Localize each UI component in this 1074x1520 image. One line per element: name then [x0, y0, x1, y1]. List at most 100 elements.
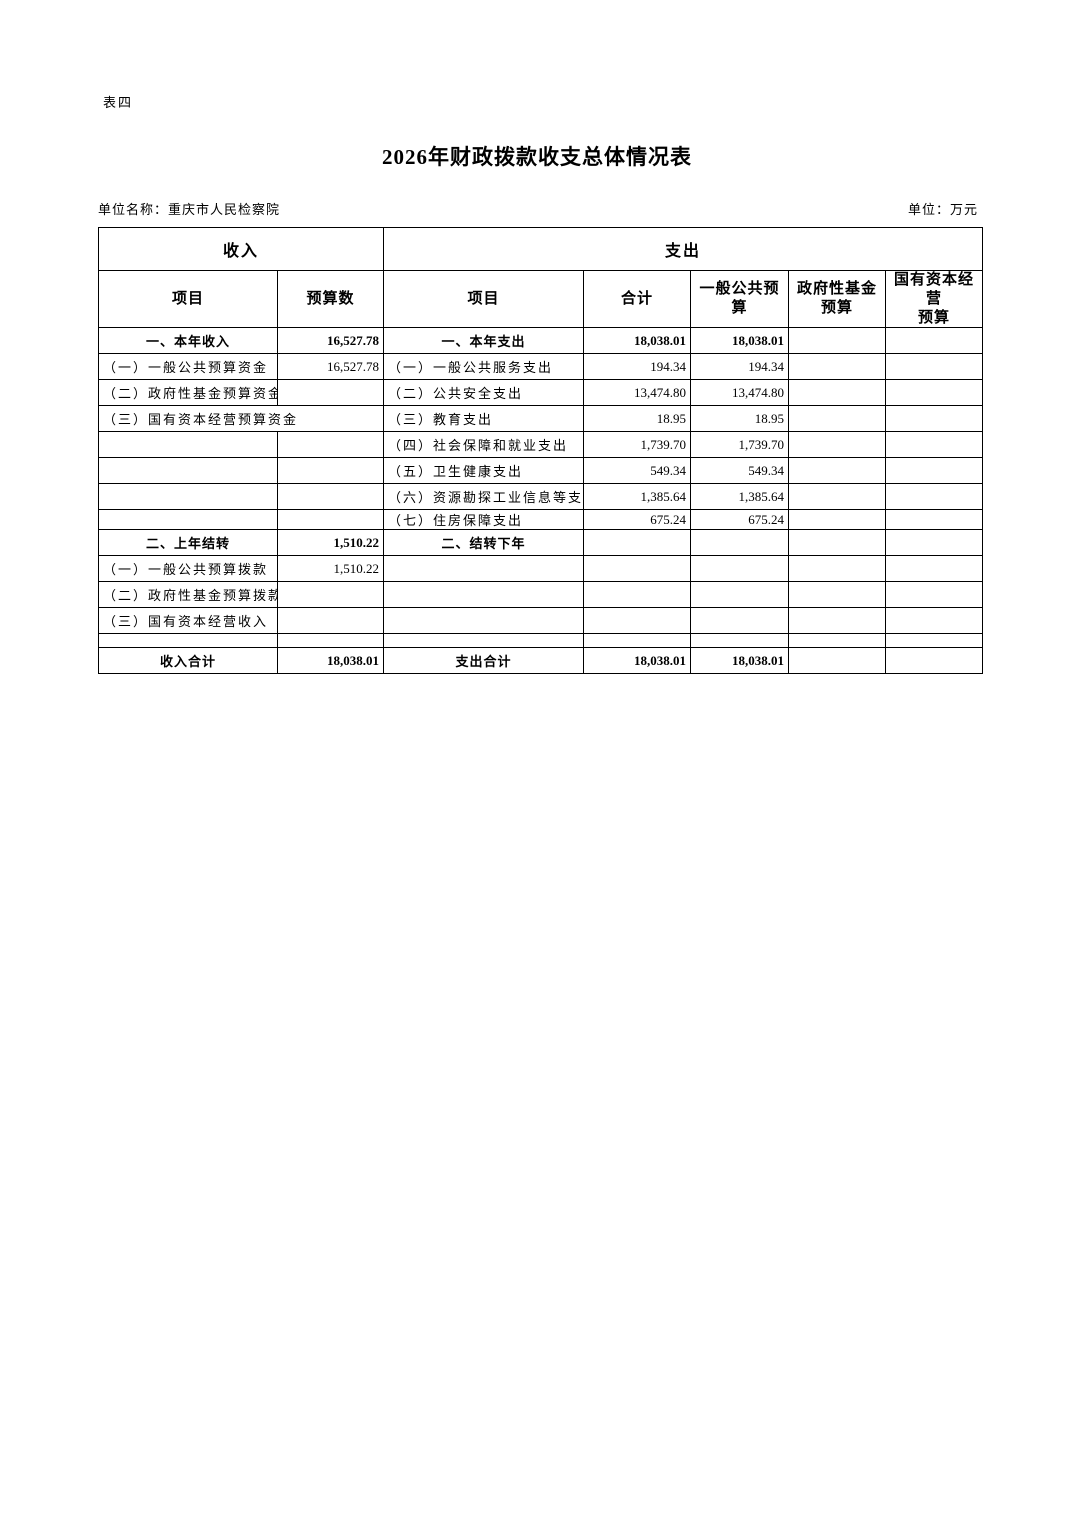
income-budget-cell	[276, 431, 385, 459]
gov-fund-budget-cell	[788, 607, 887, 635]
expense-item-cell: （三）教育支出	[383, 405, 585, 433]
expense-item-cell	[383, 607, 585, 635]
column-header-row: 项目 预算数 项目 合计 一般公共预 算 政府性基金 预算 国有资本经营 预算	[98, 269, 984, 329]
state-capital-budget-cell	[885, 353, 984, 381]
expense-total-cell: 1,385.64	[583, 483, 692, 511]
income-budget-cell	[276, 581, 385, 609]
income-item-cell: （一）一般公共预算拨款	[98, 555, 278, 583]
table-row: （五）卫生健康支出 549.34 549.34	[98, 457, 984, 485]
gov-fund-budget-cell	[788, 353, 887, 381]
general-public-budget-cell	[690, 555, 790, 583]
general-public-budget-cell: 13,474.80	[690, 379, 790, 407]
general-public-budget-cell	[690, 633, 790, 649]
income-item-cell: （一）一般公共预算资金	[98, 353, 278, 381]
table-row: 二、上年结转 1,510.22 二、结转下年	[98, 529, 984, 557]
income-budget-cell: 18,038.01	[276, 647, 385, 675]
state-capital-budget-cell	[885, 509, 984, 531]
expense-item-cell: 一、本年支出	[383, 327, 585, 355]
state-capital-budget-cell	[885, 581, 984, 609]
expense-item-cell: （一）一般公共服务支出	[383, 353, 585, 381]
col-header-income-item: 项目	[98, 269, 278, 329]
income-budget-cell	[276, 379, 385, 407]
expense-total-cell	[583, 633, 692, 649]
income-budget-cell: 1,510.22	[276, 529, 385, 557]
table-row: （一）一般公共预算拨款 1,510.22	[98, 555, 984, 583]
table-row	[98, 633, 984, 649]
table-row: （一）一般公共预算资金 16,527.78 （一）一般公共服务支出 194.34…	[98, 353, 984, 381]
income-item-cell: 收入合计	[98, 647, 278, 675]
table-row: 收入合计 18,038.01 支出合计 18,038.01 18,038.01	[98, 647, 984, 675]
col-header-expense-total: 合计	[583, 269, 692, 329]
expense-total-cell	[583, 529, 692, 557]
state-capital-budget-cell	[885, 483, 984, 511]
income-budget-cell: 16,527.78	[276, 327, 385, 355]
income-item-cell: （三）国有资本经营收入	[98, 607, 278, 635]
state-capital-budget-cell	[885, 405, 984, 433]
expense-item-cell: （二）公共安全支出	[383, 379, 585, 407]
state-capital-budget-cell	[885, 379, 984, 407]
expense-total-cell: 1,739.70	[583, 431, 692, 459]
general-public-budget-cell: 1,739.70	[690, 431, 790, 459]
general-public-budget-cell	[690, 529, 790, 557]
state-capital-budget-cell	[885, 607, 984, 635]
general-public-budget-cell: 1,385.64	[690, 483, 790, 511]
gov-fund-budget-cell	[788, 633, 887, 649]
table-row: 一、本年收入 16,527.78 一、本年支出 18,038.01 18,038…	[98, 327, 984, 355]
expense-item-cell	[383, 633, 585, 649]
expense-total-cell: 18.95	[583, 405, 692, 433]
income-item-cell	[98, 483, 278, 511]
table-row: （六）资源勘探工业信息等支出 1,385.64 1,385.64	[98, 483, 984, 511]
gov-fund-budget-cell	[788, 555, 887, 583]
meta-row: 单位名称：重庆市人民检察院 单位：万元	[98, 199, 978, 218]
income-item-cell: （二）政府性基金预算资金	[98, 379, 278, 407]
unit-label: 单位：万元	[907, 202, 978, 217]
income-item-cell	[98, 431, 278, 459]
expense-item-cell: （五）卫生健康支出	[383, 457, 585, 485]
table-row: （二）政府性基金预算拨款	[98, 581, 984, 609]
income-budget-cell: 1,510.22	[276, 555, 385, 583]
state-capital-budget-cell	[885, 327, 984, 355]
general-public-budget-cell: 194.34	[690, 353, 790, 381]
expense-total-cell	[583, 581, 692, 609]
expense-total-cell: 18,038.01	[583, 647, 692, 675]
page-title: 2026年财政拨款收支总体情况表	[382, 145, 692, 169]
expense-item-cell: （六）资源勘探工业信息等支出	[383, 483, 585, 511]
state-capital-budget-cell	[885, 555, 984, 583]
general-public-budget-cell	[690, 607, 790, 635]
income-budget-cell	[276, 607, 385, 635]
state-capital-budget-cell	[885, 647, 984, 675]
col-header-expense-item: 项目	[383, 269, 585, 329]
table-row: （七）住房保障支出 675.24 675.24	[98, 509, 984, 531]
income-item-cell	[98, 509, 278, 531]
table-row: （三）国有资本经营收入	[98, 607, 984, 635]
gov-fund-budget-cell	[788, 483, 887, 511]
state-capital-budget-cell	[885, 633, 984, 649]
expense-item-cell: 二、结转下年	[383, 529, 585, 557]
unit-name-label: 单位名称：重庆市人民检察院	[98, 202, 281, 217]
expense-total-cell: 194.34	[583, 353, 692, 381]
income-budget-cell	[276, 509, 385, 531]
table-row: （三）国有资本经营预算资金 （三）教育支出 18.95 18.95	[97, 405, 984, 433]
col-header-general-public-budget: 一般公共预 算	[690, 269, 790, 329]
general-public-budget-cell: 549.34	[690, 457, 790, 485]
expense-total-cell	[583, 555, 692, 583]
gov-fund-budget-cell	[788, 327, 887, 355]
expense-item-cell: 支出合计	[383, 647, 585, 675]
table-row: （四）社会保障和就业支出 1,739.70 1,739.70	[98, 431, 984, 459]
income-item-cell	[98, 633, 278, 649]
gov-fund-budget-cell	[788, 457, 887, 485]
expense-total-cell: 13,474.80	[583, 379, 692, 407]
expense-item-cell: （四）社会保障和就业支出	[383, 431, 585, 459]
general-public-budget-cell: 18.95	[690, 405, 790, 433]
expense-total-cell: 18,038.01	[583, 327, 692, 355]
gov-fund-budget-cell	[788, 405, 887, 433]
expense-total-cell: 549.34	[583, 457, 692, 485]
gov-fund-budget-cell	[788, 581, 887, 609]
income-item-cell: （三）国有资本经营预算资金	[97, 405, 385, 433]
col-header-gov-fund-budget: 政府性基金 预算	[788, 269, 887, 329]
gov-fund-budget-cell	[788, 431, 887, 459]
group-header-row: 收入 支出	[97, 227, 984, 271]
general-public-budget-cell: 18,038.01	[690, 647, 790, 675]
general-public-budget-cell: 675.24	[690, 509, 790, 531]
